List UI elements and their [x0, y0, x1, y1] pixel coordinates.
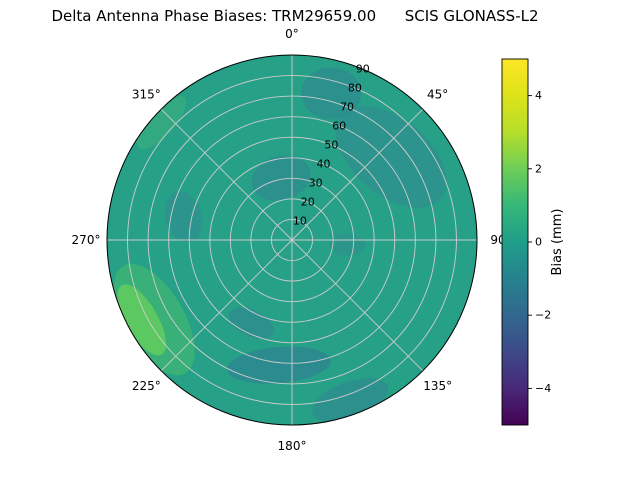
angular-tick-labels: 0° 45° 90 135° 180° 225° 270° 315° — [72, 27, 506, 453]
colorbar-axis-label: Bias (mm) — [550, 209, 565, 276]
radial-tick-label: 30 — [309, 177, 323, 190]
polar-spine — [106, 54, 478, 426]
colorbar-gradient — [501, 58, 529, 426]
contour-region — [117, 284, 167, 356]
contour-region — [335, 105, 447, 208]
colorbar-tick-label: −2 — [535, 309, 551, 322]
radial-tick-label: 50 — [324, 139, 338, 152]
contour-region — [229, 307, 274, 339]
contour-region — [136, 95, 187, 150]
polar-grid — [107, 55, 477, 425]
angular-tick-label: 0° — [285, 27, 299, 41]
contour-region — [251, 155, 311, 201]
angular-tick-label: 270° — [72, 233, 101, 247]
angular-tick-label: 135° — [423, 379, 452, 393]
angular-tick-label: 45° — [427, 88, 448, 102]
angular-tick-label: 225° — [132, 379, 161, 393]
radial-tick-label: 80 — [348, 82, 362, 95]
colorbar-tick-label: 4 — [535, 89, 542, 102]
colorbar-tick-label: −4 — [535, 382, 551, 395]
radial-tick-label: 60 — [332, 120, 346, 133]
chart-title: Delta Antenna Phase Biases: TRM29659.00 … — [51, 7, 539, 25]
radial-tick-label: 40 — [316, 158, 330, 171]
colorbar-tick-label: 2 — [535, 162, 542, 175]
radial-tick-labels: 10 20 30 40 50 60 70 80 90 — [293, 63, 370, 228]
radial-tick-label: 20 — [301, 196, 315, 209]
contour-region — [227, 346, 331, 384]
colorbar-tick-label: 0 — [535, 236, 542, 249]
contour-region — [329, 233, 366, 256]
radial-tick-label: 10 — [293, 215, 307, 228]
radial-tick-label: 70 — [340, 101, 354, 114]
colorbar: 4 2 0 −2 −4 Bias (mm) — [501, 58, 565, 426]
angular-tick-label: 315° — [132, 88, 161, 102]
radial-tick-label: 90 — [356, 63, 370, 76]
angular-tick-label: 180° — [278, 439, 307, 453]
